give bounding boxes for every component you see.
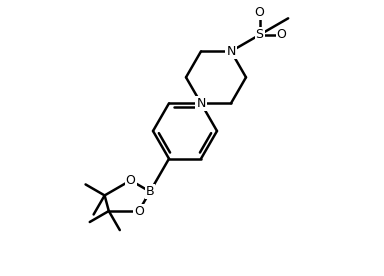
- Text: O: O: [134, 205, 144, 217]
- Text: O: O: [126, 174, 136, 187]
- Text: O: O: [276, 28, 286, 41]
- Text: S: S: [256, 28, 263, 41]
- Text: O: O: [255, 6, 265, 19]
- Text: N: N: [226, 45, 236, 58]
- Text: B: B: [146, 185, 154, 198]
- Text: N: N: [196, 97, 206, 110]
